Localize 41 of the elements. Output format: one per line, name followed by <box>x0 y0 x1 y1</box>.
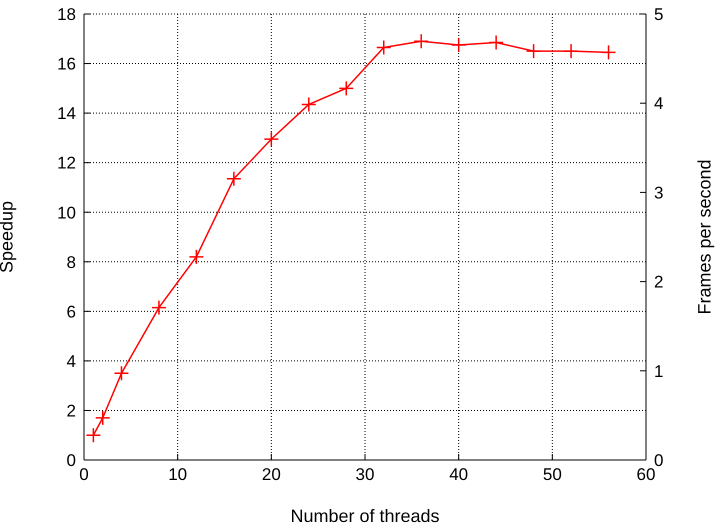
point <box>226 171 242 187</box>
x-axis-title: Number of threads <box>290 506 440 526</box>
point <box>264 131 280 147</box>
y-tick-label: 14 <box>57 104 76 124</box>
point <box>86 427 102 443</box>
point <box>151 300 167 316</box>
point <box>114 366 130 382</box>
y-tick-label: 6 <box>66 302 76 322</box>
x-tick-label: 60 <box>636 465 656 484</box>
y-tick-label: 2 <box>66 401 76 420</box>
point <box>488 34 504 50</box>
y2-axis-title: Frames per second <box>694 159 714 315</box>
y2-tick-label: 4 <box>654 94 664 114</box>
x-tick-label: 10 <box>168 465 188 484</box>
y-tick-label: 8 <box>66 252 76 272</box>
point <box>413 34 429 50</box>
point <box>94 410 110 426</box>
x-tick-label: 30 <box>356 465 374 484</box>
x-tick-label: 50 <box>542 465 562 484</box>
point <box>600 44 616 60</box>
point <box>338 80 354 96</box>
y2-tick-label: 5 <box>654 5 664 24</box>
x-tick-label: 40 <box>449 465 468 484</box>
point <box>376 40 392 56</box>
y-tick-label: 4 <box>66 352 76 371</box>
point <box>188 249 204 265</box>
y2-tick-label: 3 <box>654 183 664 202</box>
y-tick-label: 16 <box>57 54 76 74</box>
point <box>563 43 579 59</box>
y-tick-label: 18 <box>57 5 76 24</box>
y-tick-label: 10 <box>57 203 76 222</box>
y2-tick-label: 2 <box>654 272 664 292</box>
y2-tick-label: 1 <box>654 362 664 381</box>
y-tick-label: 0 <box>66 451 76 470</box>
point <box>450 37 466 53</box>
x-tick-label: 0 <box>79 465 89 484</box>
y-tick-label: 12 <box>57 154 76 173</box>
point <box>526 43 542 59</box>
point <box>301 96 317 112</box>
x-tick-label: 20 <box>262 465 281 484</box>
y2-tick-label: 0 <box>654 451 664 470</box>
